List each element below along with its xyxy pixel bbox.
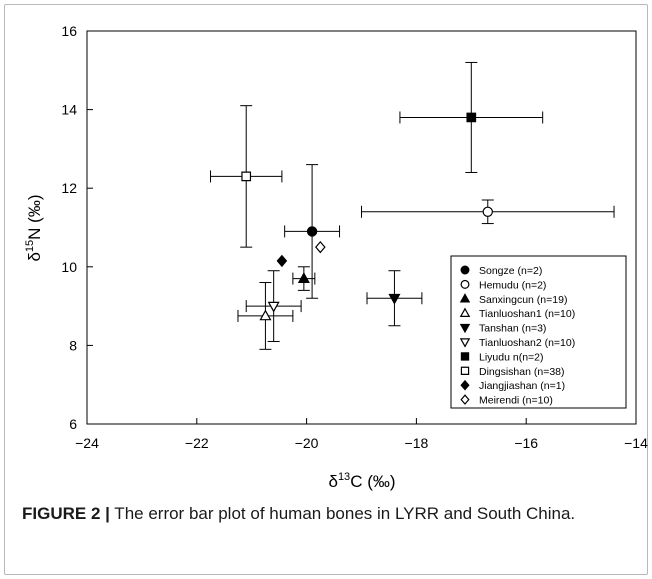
- data-points: [210, 61, 615, 350]
- legend-item: Tianluoshan2 (n=10): [459, 337, 575, 349]
- legend-label: Dingsishan (n=38): [479, 366, 565, 378]
- data-point-marker: [388, 293, 401, 305]
- legend-item: Liyudu n(n=2): [460, 351, 544, 363]
- data-point-marker: [315, 240, 326, 254]
- data-point-marker: [306, 226, 318, 237]
- x-tick-label: −18: [405, 435, 429, 451]
- data-point-group: [276, 254, 288, 268]
- plot-area: [86, 30, 637, 425]
- x-tick-label: −24: [75, 435, 99, 451]
- data-point-group: [399, 61, 544, 173]
- legend-item: Tianluoshan1 (n=10): [459, 307, 575, 320]
- legend-item: Hemudu (n=2): [460, 279, 546, 291]
- legend-marker: [460, 279, 470, 289]
- legend-item: Sanxingcun (n=19): [459, 293, 567, 306]
- legend-item: Dingsishan (n=38): [460, 366, 565, 378]
- y-tick-label: 16: [61, 23, 77, 39]
- figure-caption: FIGURE 2 | The error bar plot of human b…: [22, 502, 622, 525]
- legend-label: Meirendi (n=10): [479, 395, 553, 407]
- figure-frame: [4, 4, 648, 575]
- data-point-group: [210, 105, 283, 248]
- x-axis-ticks: −24 −22 −20 −18 −16 −14: [75, 418, 648, 451]
- legend-marker: [459, 323, 471, 334]
- legend: Songze (n=2) Hemudu (n=2) Sanxingcun (n=19…: [459, 265, 575, 407]
- legend-marker: [459, 293, 471, 303]
- data-point-marker: [482, 206, 493, 217]
- legend-box: [450, 255, 627, 409]
- caption-text: The error bar plot of human bones in LYR…: [109, 504, 576, 523]
- x-tick-label: −16: [514, 435, 538, 451]
- legend-marker: [459, 338, 471, 348]
- data-point-group: [237, 282, 294, 350]
- x-axis-label-unit: C (‰): [350, 472, 395, 491]
- x-axis-label-symbol: δ: [328, 472, 337, 491]
- legend-label: Tianluoshan1 (n=10): [479, 308, 575, 320]
- y-axis-label-unit: N (‰): [25, 194, 44, 239]
- legend-item: Meirendi (n=10): [460, 394, 553, 407]
- y-axis-label-superscript: 15: [24, 240, 36, 252]
- legend-marker: [460, 366, 470, 375]
- data-point-group: [245, 270, 302, 342]
- data-point-group: [361, 199, 615, 225]
- y-tick-label: 6: [69, 416, 77, 432]
- x-axis-label: δ13C (‰): [328, 471, 395, 491]
- legend-label: Tianluoshan2 (n=10): [479, 337, 575, 349]
- x-tick-label: −20: [295, 435, 319, 451]
- legend-item: Songze (n=2): [460, 265, 542, 277]
- x-axis-label-superscript: 13: [338, 471, 350, 483]
- data-point-marker: [276, 254, 288, 268]
- y-tick-label: 10: [61, 259, 77, 275]
- legend-label: Liyudu n(n=2): [479, 351, 544, 363]
- data-point-group: [284, 164, 341, 299]
- x-tick-label: −14: [624, 435, 648, 451]
- legend-label: Songze (n=2): [479, 265, 542, 277]
- y-tick-label: 8: [69, 337, 77, 353]
- y-axis-ticks: 6 8 10 12 14 16: [61, 23, 93, 432]
- legend-label: Hemudu (n=2): [479, 279, 546, 291]
- y-tick-label: 12: [61, 180, 77, 196]
- caption-label: FIGURE 2 |: [22, 504, 110, 523]
- data-point-marker: [466, 112, 477, 123]
- y-tick-label: 14: [61, 102, 77, 118]
- legend-label: Sanxingcun (n=19): [479, 294, 567, 306]
- data-point-group: [366, 270, 423, 327]
- y-axis-label-symbol: δ: [25, 252, 44, 261]
- legend-marker: [459, 307, 471, 317]
- data-point-marker: [241, 171, 252, 182]
- data-point-marker: [267, 301, 280, 313]
- legend-marker: [460, 265, 470, 275]
- y-axis-label: δ15N (‰): [24, 194, 44, 261]
- legend-marker: [460, 394, 470, 405]
- legend-marker: [460, 379, 470, 391]
- data-point-group: [315, 240, 326, 254]
- data-point-marker: [259, 309, 272, 321]
- legend-item: Tanshan (n=3): [459, 323, 546, 335]
- data-point-group: [292, 266, 316, 291]
- data-point-marker: [297, 272, 310, 283]
- legend-label: Jiangjiashan (n=1): [479, 380, 565, 392]
- x-tick-label: −22: [185, 435, 209, 451]
- legend-item: Jiangjiashan (n=1): [460, 379, 565, 392]
- legend-label: Tanshan (n=3): [479, 323, 546, 335]
- legend-marker: [460, 352, 470, 361]
